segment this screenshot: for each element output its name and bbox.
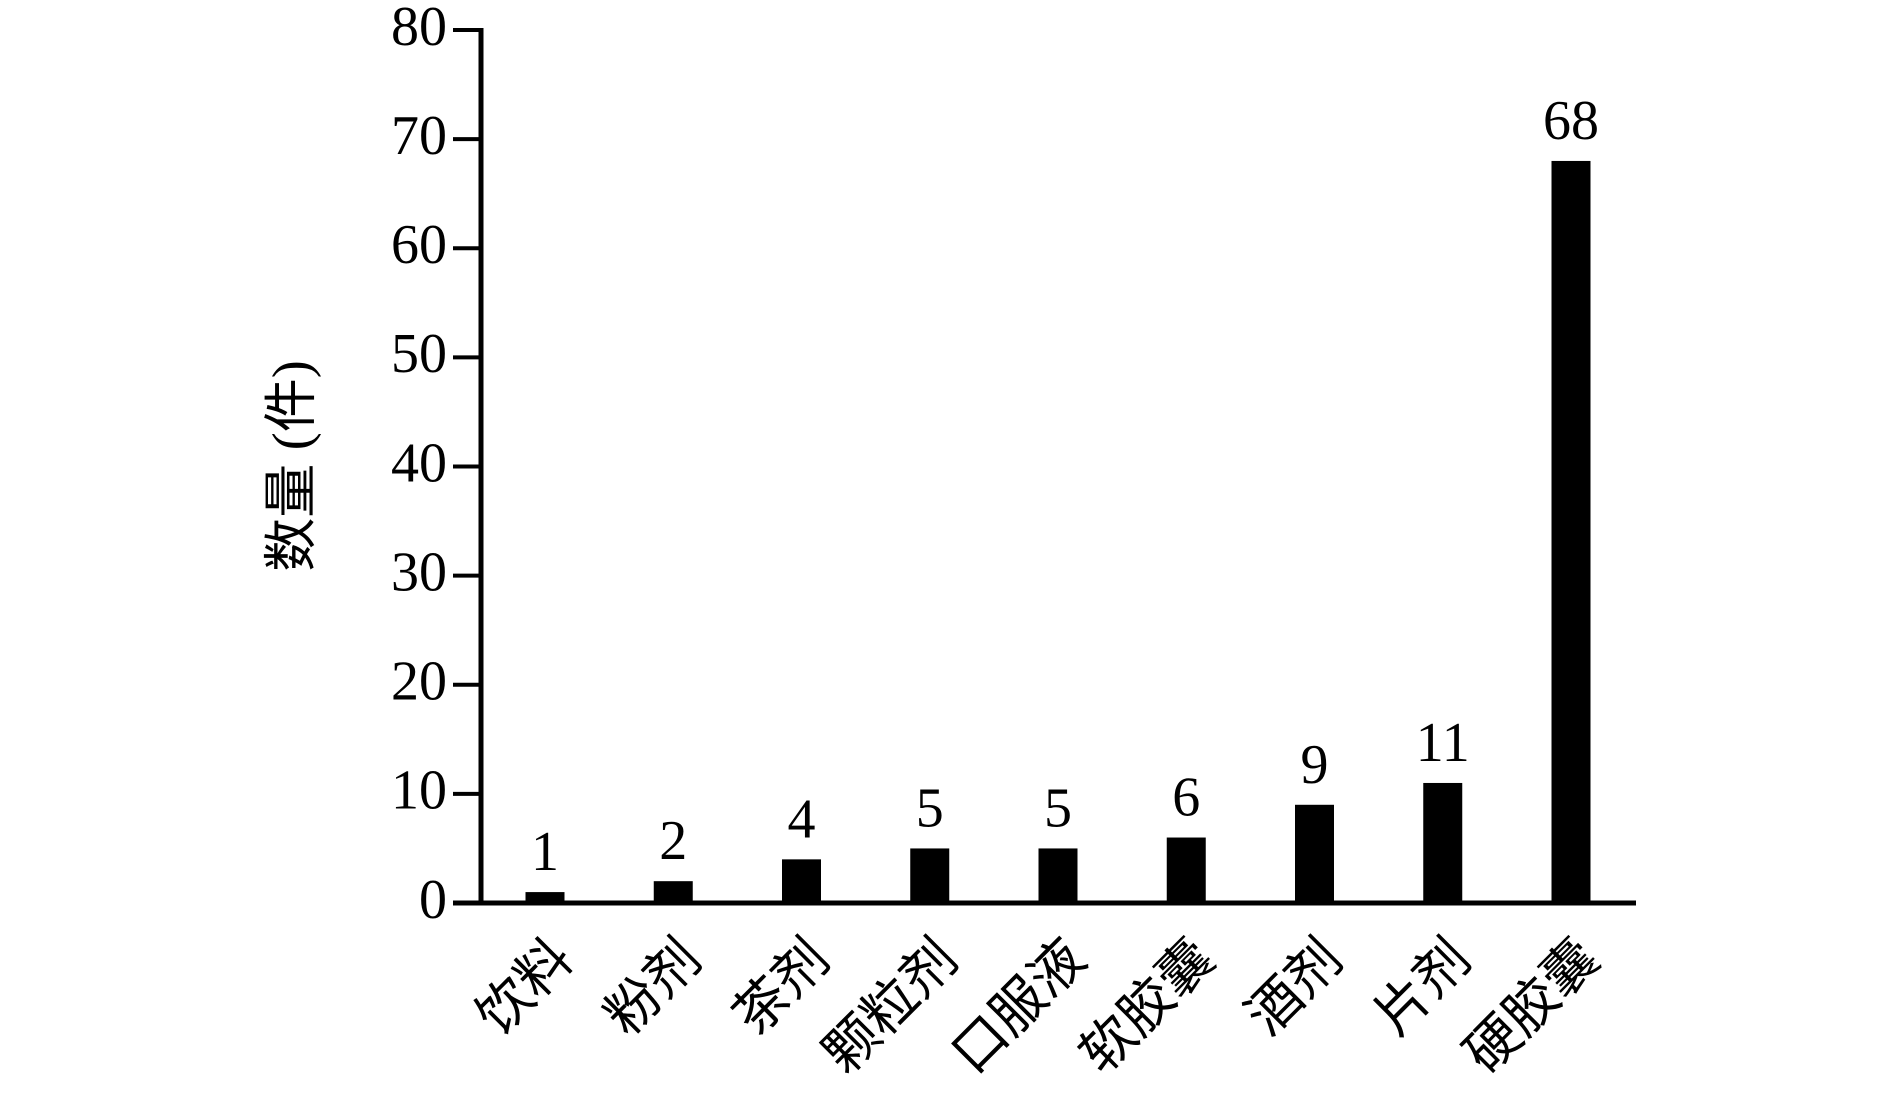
x-tick-label: 饮料 [465,928,584,1047]
value-label: 2 [659,810,687,872]
bar [1551,160,1591,903]
value-label: 9 [1301,734,1329,796]
y-tick-label: 30 [391,541,447,603]
y-tick-label: 20 [391,651,447,713]
y-tick-label: 10 [391,760,447,822]
x-tick-label: 片剂 [1363,928,1482,1047]
x-tick-label: 酒剂 [1235,928,1354,1047]
value-label: 5 [1044,777,1072,839]
x-tick-label: 粉剂 [594,928,713,1047]
x-tick-label: 茶剂 [722,928,841,1047]
bar [653,881,693,903]
bar [1166,837,1206,903]
y-tick-label: 40 [391,432,447,494]
bar [1038,848,1078,903]
x-tick-label: 软胶囊 [1069,928,1226,1085]
x-tick-label: 硬胶囊 [1453,928,1610,1085]
bar [782,859,821,903]
bar [910,848,950,903]
x-tick-label: 口服液 [940,928,1097,1085]
bar [525,892,565,903]
value-label: 6 [1172,767,1200,829]
value-label: 5 [916,777,944,839]
y-tick-label: 50 [391,323,447,385]
value-label: 68 [1543,90,1599,152]
x-tick-label: 颗粒剂 [812,928,969,1085]
y-tick-label: 80 [391,0,447,58]
y-tick-label: 70 [391,105,447,167]
value-label: 11 [1416,712,1470,774]
value-label: 4 [788,788,816,850]
bar [1295,804,1334,903]
value-label: 1 [531,821,559,883]
bar [1423,782,1463,903]
y-axis-title: 数量 (件) [261,360,321,571]
y-tick-label: 60 [391,214,447,276]
y-tick-label: 0 [419,869,447,931]
